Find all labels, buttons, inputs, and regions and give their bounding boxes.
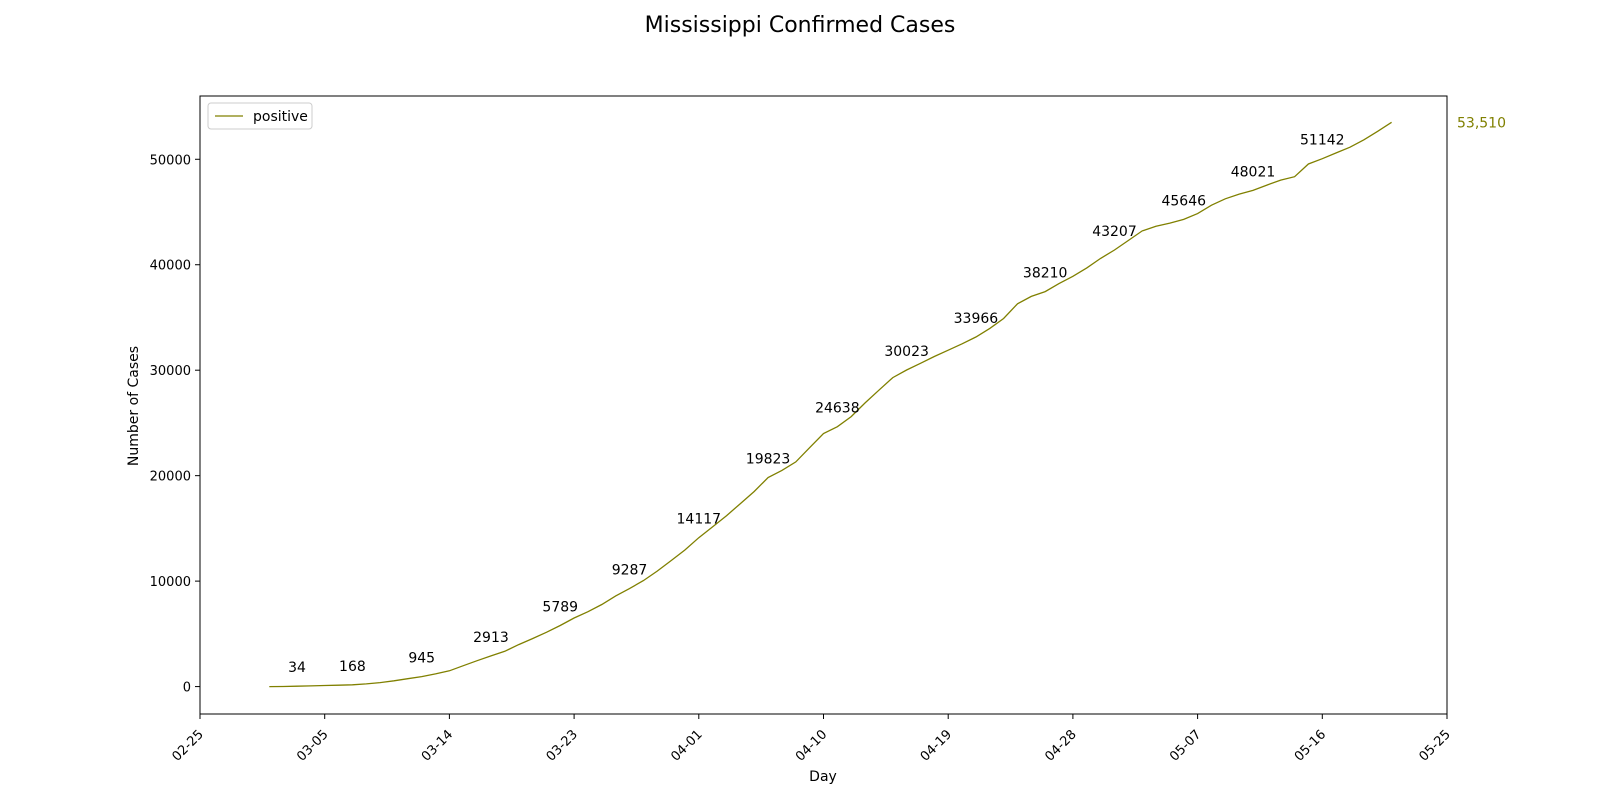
annotation-8: 24638 bbox=[815, 401, 860, 417]
legend: positive bbox=[207, 102, 313, 130]
annotation-14: 48021 bbox=[1231, 164, 1276, 180]
annotation-5: 9287 bbox=[612, 563, 648, 579]
chart-title: Mississippi Confirmed Cases bbox=[645, 13, 956, 38]
y-tick-label-4: 40000 bbox=[150, 259, 191, 274]
annotations: 34 168 945 2913 5789 9287 14117 19823 24638 30023… bbox=[288, 133, 1344, 676]
x-tick-label-6: 04-19 bbox=[918, 727, 955, 764]
x-tick-label-7: 04-28 bbox=[1042, 727, 1079, 764]
x-tick-label-9: 05-16 bbox=[1292, 727, 1329, 764]
annotation-13: 45646 bbox=[1161, 193, 1206, 209]
x-tick-label-5: 04-10 bbox=[793, 727, 830, 764]
y-axis: 0 10000 20000 30000 40000 50000 bbox=[150, 153, 200, 696]
x-tick-label-4: 04-01 bbox=[668, 727, 705, 764]
annotation-1: 168 bbox=[339, 659, 366, 675]
y-tick-label-1: 10000 bbox=[150, 575, 191, 590]
legend-box bbox=[207, 102, 313, 130]
y-tick-label-3: 30000 bbox=[150, 364, 191, 379]
y-tick-label-5: 50000 bbox=[150, 153, 191, 168]
y-tick-label-0: 0 bbox=[183, 681, 191, 696]
annotation-0: 34 bbox=[288, 660, 306, 676]
annotation-15: 51142 bbox=[1300, 133, 1345, 149]
annotation-2: 945 bbox=[408, 651, 435, 667]
x-axis-label: Day bbox=[809, 769, 837, 785]
x-tick-label-3: 03-23 bbox=[544, 727, 581, 764]
plot-area bbox=[199, 95, 1448, 715]
series-line-positive bbox=[269, 121, 1392, 688]
x-tick-label-8: 05-07 bbox=[1167, 727, 1204, 764]
annotation-4: 5789 bbox=[542, 600, 578, 616]
x-tick-label-0: 02-25 bbox=[170, 727, 207, 764]
y-axis-label: Number of Cases bbox=[126, 346, 142, 466]
annotation-6: 14117 bbox=[677, 512, 722, 528]
legend-entry-positive: positive bbox=[253, 109, 308, 125]
x-tick-label-2: 03-14 bbox=[419, 727, 456, 764]
annotation-11: 38210 bbox=[1023, 266, 1068, 282]
annotation-10: 33966 bbox=[954, 311, 999, 327]
x-axis: 02-25 03-05 03-14 03-23 04-01 04-10 04-19 04-28… bbox=[170, 714, 1454, 765]
annotation-9: 30023 bbox=[884, 344, 929, 360]
annotation-3: 2913 bbox=[473, 630, 509, 646]
y-tick-label-2: 20000 bbox=[150, 470, 191, 485]
last-value-label: 53,510 bbox=[1457, 115, 1506, 131]
x-tick-label-1: 03-05 bbox=[294, 727, 331, 764]
annotation-7: 19823 bbox=[746, 452, 791, 468]
x-tick-label-10: 05-25 bbox=[1417, 727, 1454, 764]
annotation-12: 43207 bbox=[1092, 224, 1137, 240]
